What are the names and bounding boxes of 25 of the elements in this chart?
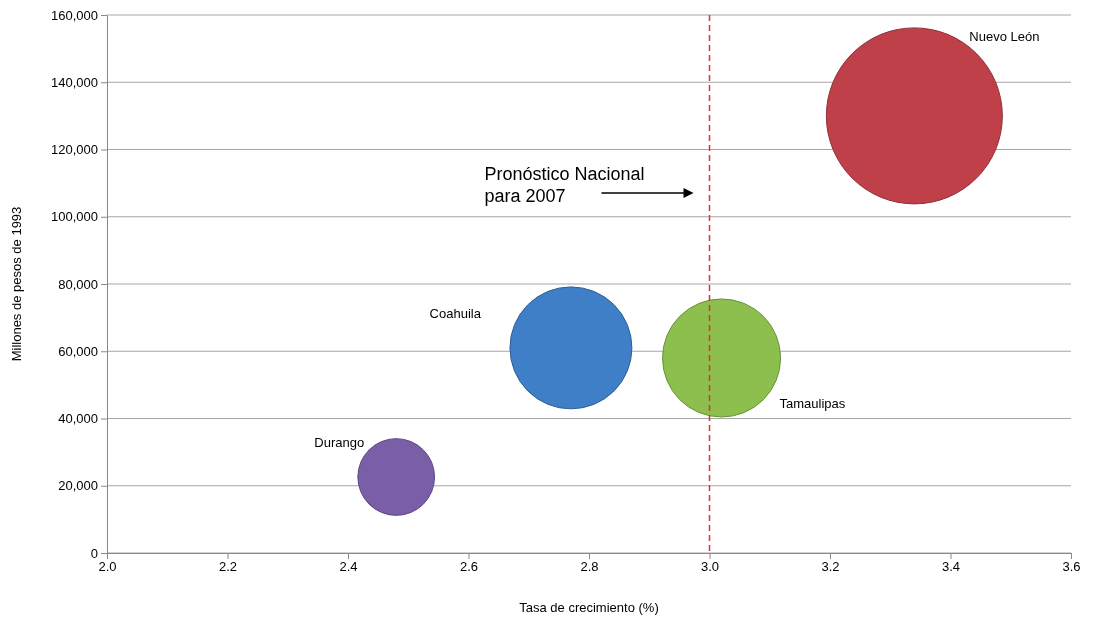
y-tick-label: 60,000 xyxy=(58,343,98,359)
x-tick-label: 2.8 xyxy=(580,559,599,575)
y-tick-label: 100,000 xyxy=(51,209,98,225)
y-tick-label: 0 xyxy=(90,545,98,561)
y-axis-title: Millones de pesos de 1993 xyxy=(9,206,24,362)
series-label: Durango xyxy=(314,435,365,451)
y-tick-label: 40,000 xyxy=(58,411,98,427)
annotation: Pronóstico Nacional para 2007 xyxy=(484,164,645,206)
x-axis-title: Tasa de crecimiento (%) xyxy=(519,600,659,615)
y-tick-label: 160,000 xyxy=(51,7,98,23)
x-tick-label: 2.4 xyxy=(339,559,358,575)
y-tick-label: 120,000 xyxy=(51,142,98,158)
y-tick-label: 140,000 xyxy=(51,74,98,90)
y-tick-label: 80,000 xyxy=(58,276,98,292)
x-tick-label: 2.0 xyxy=(98,559,117,575)
x-tick-label: 2.6 xyxy=(459,559,479,575)
x-tick-label: 3.6 xyxy=(1062,559,1081,575)
x-tick-label: 3.2 xyxy=(821,559,840,575)
series-label: Nuevo León xyxy=(969,28,1040,44)
series-label: Tamaulipas xyxy=(779,395,846,411)
x-tick-label: 2.2 xyxy=(218,559,238,575)
y-tick-label: 20,000 xyxy=(58,478,98,494)
x-tick-label: 3.4 xyxy=(941,559,961,575)
x-tick-label: 3.0 xyxy=(700,559,720,575)
text: Coahuila xyxy=(429,305,482,321)
